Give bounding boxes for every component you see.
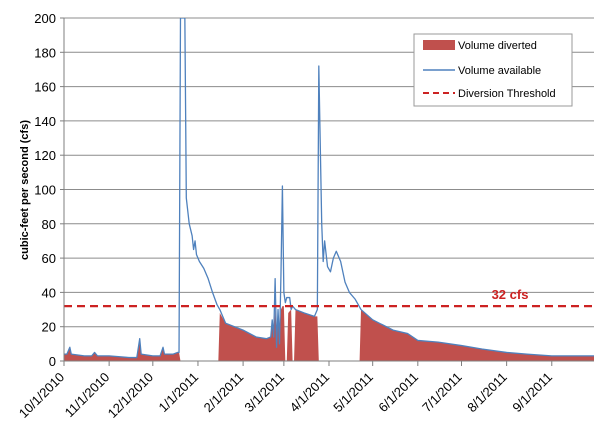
diverted-area-layer: [64, 306, 594, 361]
legend-swatch-diverted: [423, 40, 455, 50]
legend-label-diverted: Volume diverted: [458, 40, 537, 52]
threshold-annotation: 32 cfs: [492, 287, 529, 302]
x-tick-label-8: 6/1/2011: [375, 369, 421, 415]
y-tick-label-140: 140: [34, 114, 56, 129]
y-tick-label-200: 200: [34, 11, 56, 26]
x-tick-label-11: 9/1/2011: [509, 369, 555, 415]
y-tick-label-100: 100: [34, 183, 56, 198]
x-tick-label-0: 10/1/2010: [16, 369, 68, 421]
y-tick-label-60: 60: [42, 251, 56, 266]
x-tick-label-5: 3/1/2011: [241, 369, 287, 415]
x-tick-label-9: 7/1/2011: [419, 369, 465, 415]
legend-label-available: Volume available: [458, 65, 541, 77]
legend: Volume diverted Volume available Diversi…: [413, 33, 573, 107]
y-axis-label: cubic-feet per second (cfs): [19, 120, 31, 260]
available-line-layer: [64, 18, 594, 359]
y-tick-label-160: 160: [34, 80, 56, 95]
x-tick-label-4: 2/1/2011: [201, 369, 247, 415]
y-tick-label-80: 80: [42, 217, 56, 232]
x-tick-label-2: 12/1/2010: [105, 369, 157, 421]
threshold-layer: 32 cfs: [64, 287, 594, 308]
y-tick-label-180: 180: [34, 45, 56, 60]
x-tick-label-6: 4/1/2011: [287, 369, 333, 415]
y-tick-label-0: 0: [49, 354, 56, 369]
y-tick-label-40: 40: [42, 285, 56, 300]
legend-label-threshold: Diversion Threshold: [458, 88, 556, 100]
grid-lines: [64, 17, 594, 328]
x-tick-label-1: 11/1/2010: [62, 369, 113, 420]
series-volume-diverted-area: [64, 306, 594, 361]
series-volume-available-line: [64, 18, 594, 359]
x-tick-label-10: 8/1/2011: [464, 369, 510, 415]
x-tick-label-3: 1/1/2011: [156, 369, 202, 415]
y-tick-label-120: 120: [34, 148, 56, 163]
x-tick-label-7: 5/1/2011: [330, 369, 376, 415]
y-tick-label-20: 20: [42, 320, 56, 335]
